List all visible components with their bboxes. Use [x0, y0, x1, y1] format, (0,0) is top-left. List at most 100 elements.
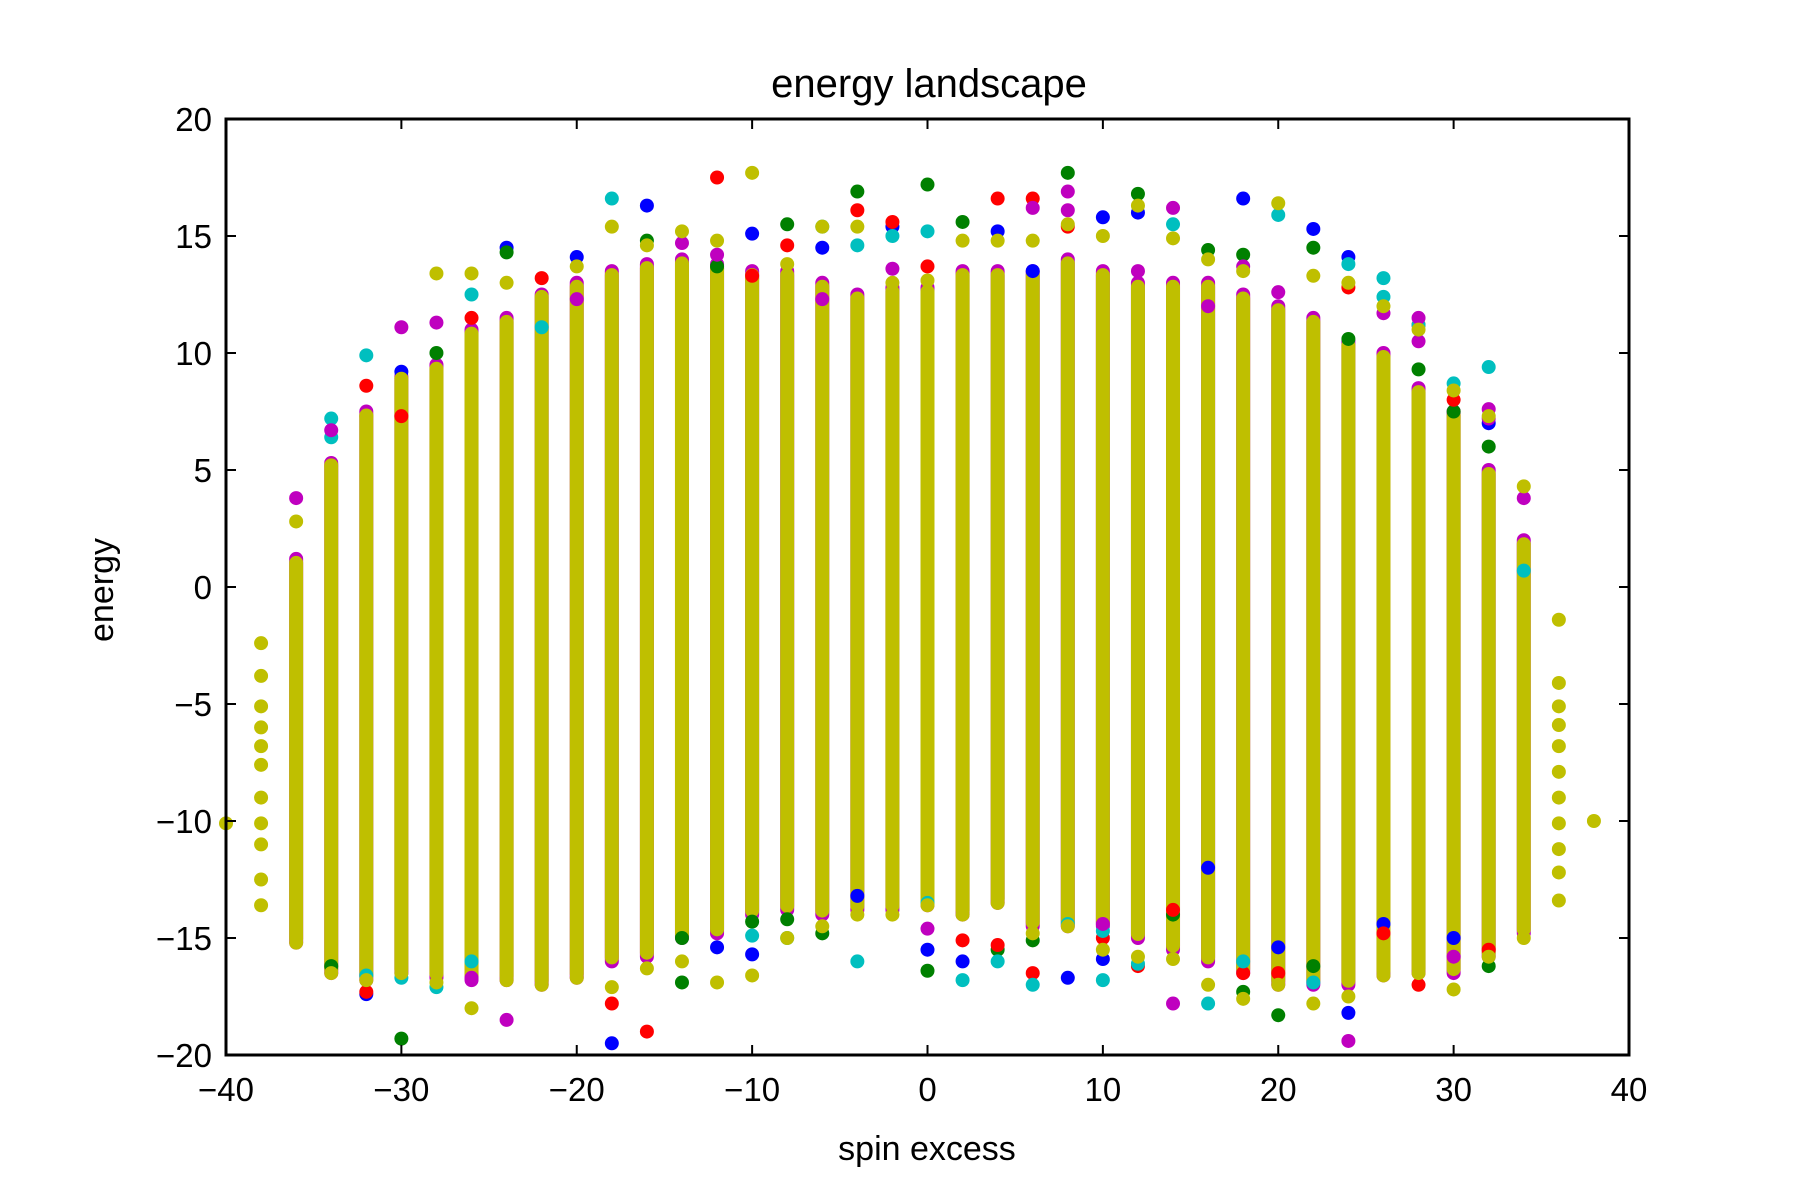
- data-point: [780, 912, 795, 927]
- data-point: [1481, 439, 1496, 454]
- data-point: [394, 409, 409, 424]
- data-point: [745, 914, 760, 929]
- point-column-x0: [920, 284, 935, 909]
- data-point: [1551, 893, 1566, 908]
- data-point: [674, 954, 689, 969]
- data-point: [464, 266, 479, 281]
- data-point: [1271, 966, 1286, 981]
- data-point: [850, 219, 865, 234]
- point-column-x24: [1341, 338, 1356, 988]
- data-point: [815, 240, 830, 255]
- data-point: [1166, 217, 1181, 232]
- point-column-x16: [1201, 279, 1216, 965]
- point-column-x2: [955, 268, 970, 918]
- data-point: [1166, 902, 1181, 917]
- data-point: [1411, 322, 1426, 337]
- x-axis: −40 −30 −20 −10 0 10 20 30 40: [198, 119, 1647, 1108]
- data-point: [254, 668, 269, 683]
- data-point: [1130, 949, 1145, 964]
- data-point: [990, 895, 1005, 910]
- data-point: [1446, 383, 1461, 398]
- data-point: [1025, 264, 1040, 279]
- data-point: [1341, 331, 1356, 346]
- data-point: [254, 816, 269, 831]
- point-column-x-36: [289, 555, 304, 946]
- data-point: [1551, 764, 1566, 779]
- data-point: [569, 292, 584, 307]
- data-point: [1236, 991, 1251, 1006]
- data-point: [1060, 970, 1075, 985]
- data-point: [674, 975, 689, 990]
- data-point: [850, 888, 865, 903]
- data-point: [920, 177, 935, 192]
- data-point: [1166, 952, 1181, 967]
- data-point: [1306, 959, 1321, 974]
- y-tick-label: 20: [175, 101, 212, 138]
- data-point: [1271, 196, 1286, 211]
- x-tick-label: −10: [724, 1071, 780, 1108]
- data-point: [254, 636, 269, 651]
- data-point: [1236, 966, 1251, 981]
- data-point: [1130, 264, 1145, 279]
- dense-point-columns: [289, 252, 1531, 992]
- data-point: [1376, 968, 1391, 983]
- data-point: [324, 966, 339, 981]
- data-point: [1271, 940, 1286, 955]
- point-column-x22: [1306, 314, 1321, 988]
- data-point: [1201, 252, 1216, 267]
- point-column-x-22: [534, 291, 549, 988]
- data-point: [464, 287, 479, 302]
- point-column-x-34: [324, 459, 339, 977]
- x-tick-label: −20: [549, 1071, 605, 1108]
- data-point: [1411, 966, 1426, 981]
- data-point: [604, 1036, 619, 1051]
- data-point: [1095, 210, 1110, 225]
- data-point: [1376, 299, 1391, 314]
- data-point: [1446, 982, 1461, 997]
- data-point: [429, 315, 444, 330]
- data-point: [254, 757, 269, 772]
- data-point: [1376, 271, 1391, 286]
- data-point: [1341, 275, 1356, 290]
- data-point: [1025, 977, 1040, 992]
- data-point: [920, 273, 935, 288]
- data-point: [710, 975, 725, 990]
- data-point: [885, 214, 900, 229]
- data-point: [850, 954, 865, 969]
- data-point: [745, 968, 760, 983]
- x-tick-label: −40: [198, 1071, 254, 1108]
- data-point: [1060, 919, 1075, 934]
- data-point: [955, 973, 970, 988]
- data-point: [1060, 217, 1075, 232]
- point-column-x-4: [850, 291, 865, 913]
- y-tick-label: −5: [174, 686, 212, 723]
- data-point: [1411, 310, 1426, 325]
- data-point: [1095, 942, 1110, 957]
- data-point: [1551, 739, 1566, 754]
- data-point: [710, 247, 725, 262]
- point-column-x4: [990, 268, 1005, 906]
- data-point: [1551, 865, 1566, 880]
- data-point: [745, 268, 760, 283]
- data-point: [429, 975, 444, 990]
- point-column-x-18: [604, 268, 619, 965]
- point-column-x26: [1376, 350, 1391, 979]
- data-point: [254, 837, 269, 852]
- point-column-x-32: [359, 408, 374, 984]
- data-point: [1201, 996, 1216, 1011]
- point-column-x-14: [674, 256, 689, 941]
- data-point: [1166, 231, 1181, 246]
- data-point: [885, 229, 900, 243]
- data-point: [815, 219, 830, 234]
- data-point: [604, 996, 619, 1011]
- data-point: [780, 238, 795, 253]
- data-point: [885, 261, 900, 276]
- data-point: [639, 238, 654, 253]
- data-point: [1025, 926, 1040, 941]
- data-point: [1095, 973, 1110, 988]
- data-point: [569, 259, 584, 274]
- data-point: [1130, 198, 1145, 213]
- data-point: [1025, 233, 1040, 248]
- y-tick-label: 10: [175, 335, 212, 372]
- data-point: [1481, 949, 1496, 964]
